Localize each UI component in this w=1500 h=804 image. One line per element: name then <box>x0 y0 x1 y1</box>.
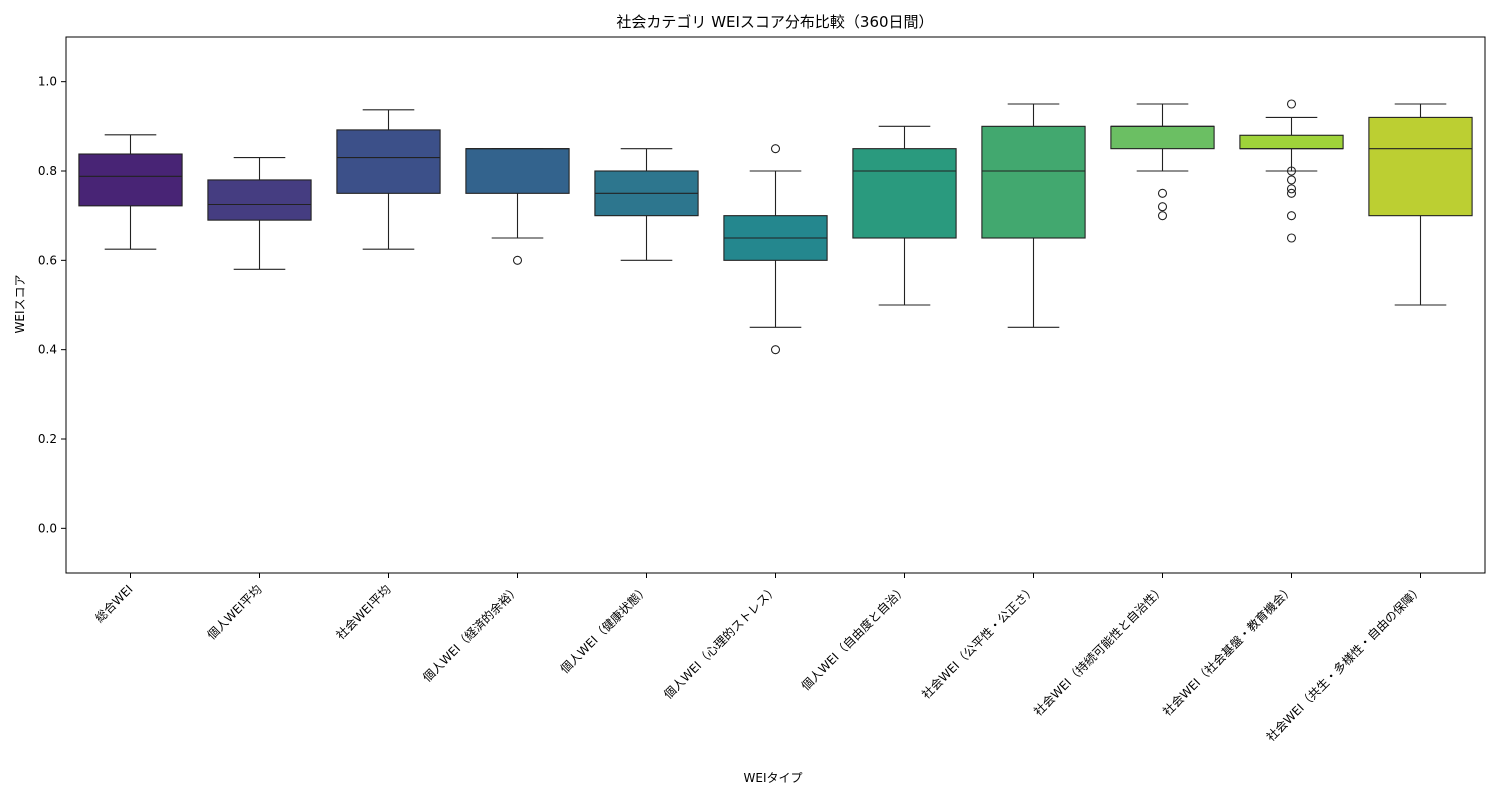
outlier-point <box>770 144 781 154</box>
x-tick-label: 社会WEI（持続可能性と自治性） <box>1030 582 1167 719</box>
outlier-point <box>512 255 523 265</box>
x-tick-label: 個人WEI（経済的余裕） <box>419 582 522 685</box>
box-3 <box>336 109 441 250</box>
chart-title: 社会カテゴリ WEIスコア分布比較（360日間） <box>616 13 933 31</box>
x-tick-label: 個人WEI平均 <box>205 582 265 642</box>
box-6 <box>723 144 828 355</box>
x-axis-ticks: 総合WEI 個人WEI平均 社会WEI平均 個人WEI（経済的余裕） 個人WEI（健康状… <box>92 573 1426 744</box>
iqr-box <box>336 129 441 194</box>
iqr-box <box>465 148 570 194</box>
box-2 <box>207 157 312 270</box>
outlier-point <box>1286 166 1297 176</box>
outlier-point <box>1286 233 1297 243</box>
iqr-box <box>1368 116 1473 217</box>
iqr-box <box>981 125 1086 239</box>
box-11 <box>1368 103 1473 306</box>
y-tick-label: 0.4 <box>38 343 57 357</box>
box-series <box>78 99 1473 355</box>
outlier-point <box>1286 99 1297 109</box>
x-tick-label: 総合WEI <box>92 582 136 626</box>
box-1 <box>78 134 183 250</box>
outlier-point <box>1286 188 1297 198</box>
y-tick-label: 0.6 <box>38 253 57 267</box>
box-5 <box>594 148 699 261</box>
x-tick-label: 社会WEI平均 <box>333 582 394 643</box>
outlier-point <box>1286 184 1297 194</box>
x-tick-label: 個人WEI（健康状態） <box>557 582 652 677</box>
y-tick-label: 1.0 <box>38 75 57 89</box>
outlier-point <box>770 345 781 355</box>
box-8 <box>981 103 1086 328</box>
outlier-point <box>1286 175 1297 185</box>
box-4 <box>465 148 570 265</box>
outlier-point <box>1157 202 1168 212</box>
iqr-box <box>852 148 957 239</box>
box-10 <box>1239 99 1344 243</box>
y-axis-label: WEIスコア <box>13 275 27 334</box>
box-9 <box>1110 103 1215 221</box>
outlier-point <box>1286 211 1297 221</box>
x-tick-label: 社会WEI（公平性・公正さ） <box>918 582 1038 702</box>
iqr-box <box>1239 134 1344 150</box>
y-tick-label: 0.0 <box>38 521 57 535</box>
iqr-box <box>1110 125 1215 150</box>
y-tick-label: 0.8 <box>38 164 57 178</box>
y-tick-label: 0.2 <box>38 432 57 446</box>
box-7 <box>852 125 957 306</box>
x-tick-label: 個人WEI（自由度と自治） <box>798 582 910 694</box>
x-tick-label: 個人WEI（心理的ストレス） <box>660 582 780 702</box>
iqr-box <box>207 179 312 221</box>
x-axis-label: WEIタイプ <box>744 771 803 785</box>
outlier-point <box>1157 188 1168 198</box>
x-tick-label: 社会WEI（社会基盤・教育機会） <box>1159 582 1296 719</box>
outlier-point <box>1157 211 1168 221</box>
x-tick-label: 社会WEI（共生・多様性・自由の保障） <box>1263 582 1426 745</box>
iqr-box <box>78 153 183 207</box>
y-axis-ticks: 0.0 0.2 0.4 0.6 0.8 1.0 <box>38 75 66 535</box>
plot-frame <box>65 36 1486 574</box>
